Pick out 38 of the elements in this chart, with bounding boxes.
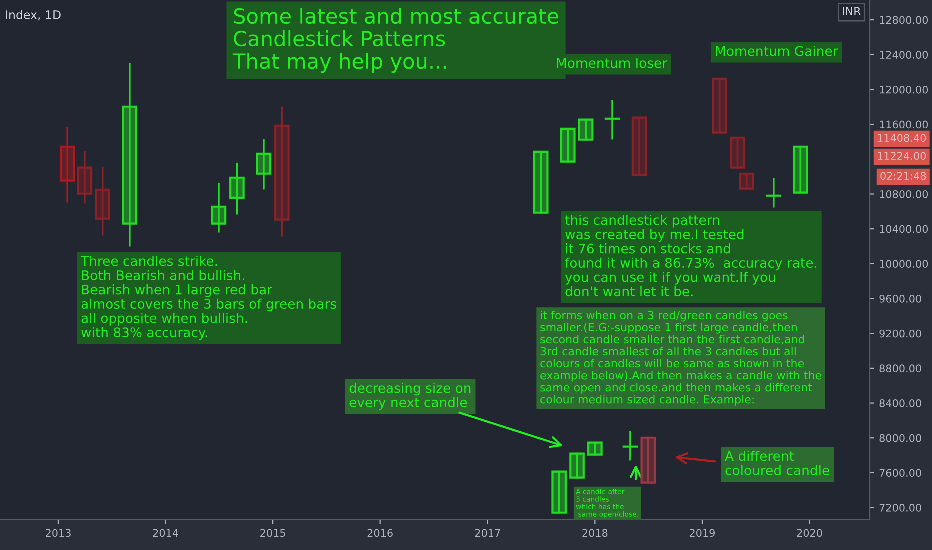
annotation: it forms when on a 3 red/green candles goes smaller.(E.G:-suppose 1 first large candle,then second candle smaller than the first candle,and 3rd candle smallest of all the 3 candles but all colours of candles will be same as shown in the example below).And then makes a candle with the same open and close.and then makes a different colour medium sized candle. Example: (540, 311, 822, 406)
candlestick (604, 100, 620, 140)
annotation: Three candles strike. Both Bearish and bullish. Bearish when 1 large red bar almost covers the 3 bars of green bars all opposite when bullish. with 83% accuracy. (80, 256, 336, 340)
candlestick (622, 430, 638, 461)
x-tick-label: 2018 (582, 529, 608, 538)
x-tick-label: 2015 (260, 529, 286, 538)
text: 02:21:48 (880, 172, 926, 180)
annotation: A different coloured candle (725, 451, 830, 476)
x-tick-label: 2017 (475, 529, 500, 538)
x-tick-label: 2016 (368, 529, 393, 538)
x-tick-label: 2020 (797, 529, 822, 538)
annotation: decreasing size on every next candle (350, 383, 471, 410)
y-tick-label: 7600.00 (880, 469, 922, 478)
candlestick (766, 178, 782, 208)
y-tick-label: 9600.00 (880, 294, 922, 303)
x-tick-label: 2019 (690, 529, 715, 538)
x-tick-label: 2013 (46, 529, 71, 538)
y-tick-label: 8400.00 (880, 400, 922, 408)
text: Index, 1D (6, 10, 61, 21)
annotation: Some latest and most accurate Candlestick Patterns That may help you... (232, 8, 558, 74)
y-tick-label: 10400.00 (880, 225, 928, 234)
y-tick-label: 10000.00 (880, 260, 928, 268)
y-tick-label: 8800.00 (880, 364, 922, 373)
annotation: Momentum loser (557, 58, 668, 68)
x-tick-label: 2014 (153, 529, 178, 538)
y-tick-label: 8000.00 (880, 434, 922, 442)
y-tick-label: 10800.00 (880, 190, 928, 198)
annotation: INR (843, 7, 861, 16)
y-tick-label: 12800.00 (880, 16, 928, 24)
y-tick-label: 12400.00 (880, 51, 928, 59)
annotation: this candlestick pattern was created by me.I tested it 76 times on stocks and found it with a 86.73% accuracy rate. you can use it if you want.If you don't want let it be. (565, 215, 817, 297)
annotation: Momentum Gainer (716, 46, 838, 56)
y-tick-label: 12000.00 (880, 86, 928, 94)
y-tick-label: 9200.00 (880, 330, 922, 338)
y-tick-label: 11600.00 (880, 120, 928, 129)
y-tick-label: 7200.00 (880, 504, 922, 512)
text: 11408.40 (878, 134, 926, 142)
text: 11224.00 (878, 152, 926, 160)
